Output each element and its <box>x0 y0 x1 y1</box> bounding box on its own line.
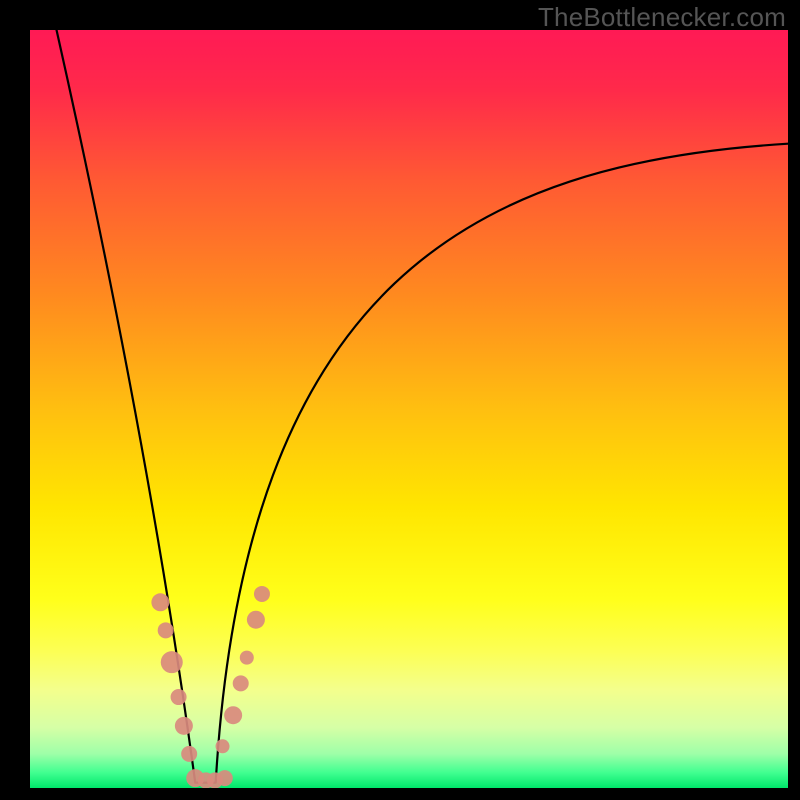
data-marker <box>233 675 249 691</box>
data-marker <box>151 593 169 611</box>
data-marker <box>181 746 197 762</box>
chart-container: TheBottlenecker.com <box>0 0 800 800</box>
data-marker <box>171 689 187 705</box>
watermark-text: TheBottlenecker.com <box>538 2 786 33</box>
curve-layer <box>30 30 788 788</box>
data-marker <box>161 651 183 673</box>
data-marker <box>247 611 265 629</box>
data-marker <box>216 739 230 753</box>
data-marker <box>224 706 242 724</box>
data-marker <box>254 586 270 602</box>
data-marker <box>217 770 233 786</box>
data-marker <box>240 651 254 665</box>
plot-area <box>30 30 788 788</box>
data-marker <box>158 622 174 638</box>
data-marker <box>175 717 193 735</box>
